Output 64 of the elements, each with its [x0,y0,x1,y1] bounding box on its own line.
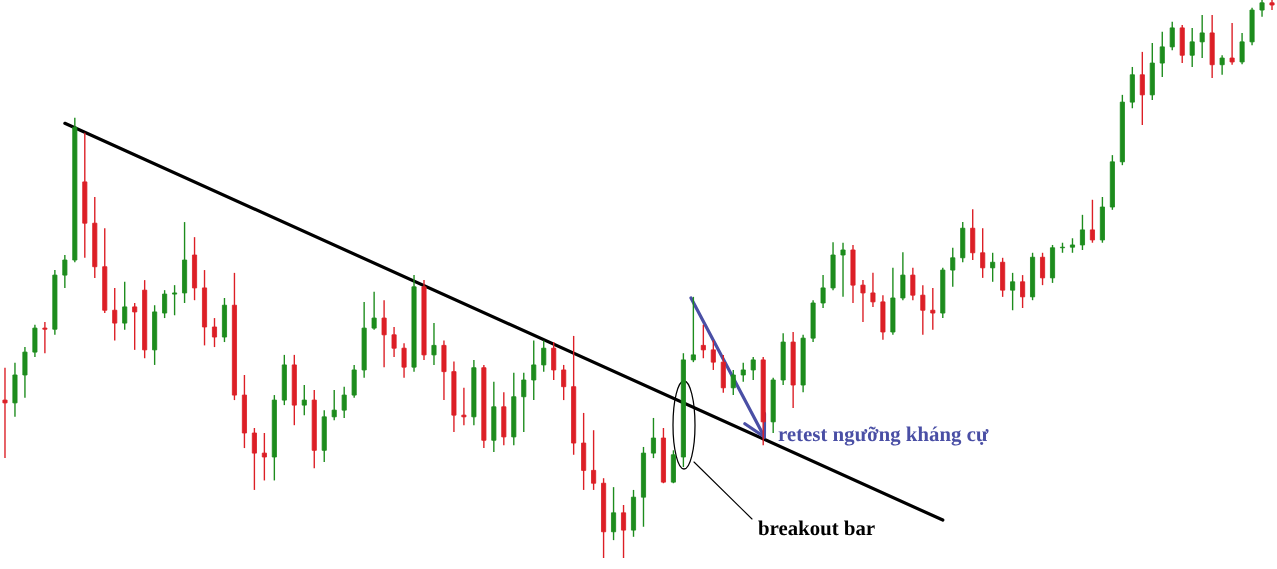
candlestick [870,272,876,308]
candlestick [371,291,377,331]
candlestick [551,341,557,381]
candlestick [820,274,826,309]
candlestick [531,339,537,401]
candlestick [122,281,128,331]
candlestick [381,299,387,368]
candlestick [1159,31,1165,78]
candlestick [1229,22,1235,66]
candlestick [401,342,407,379]
candlestick [1040,252,1046,286]
candlestick [1199,14,1205,59]
candlestick [1189,27,1195,68]
candlestick [1139,51,1145,126]
candlestick [112,287,118,342]
candlestick [341,385,347,419]
annotation: retest ngưỡng kháng cự [778,426,989,446]
candlestick [840,242,846,298]
candlestick [211,317,218,348]
candlestick [1079,214,1085,251]
candlestick [461,387,467,426]
candlestick [980,227,986,279]
candlestick [900,251,906,301]
candlestick [1020,274,1026,309]
candlestick [1169,21,1175,51]
candlestick [920,284,926,336]
candlestick [561,364,567,401]
candlestick [1089,199,1095,244]
candlestick [301,384,307,416]
candlestick [391,326,397,358]
candlestick [650,417,656,459]
candlestick [331,389,337,421]
candlestick [162,289,168,319]
candlestick [2,367,8,459]
candlestick [22,346,28,399]
candlestick [1219,54,1225,76]
candlestick [990,252,996,283]
candlestick [132,302,138,351]
candlestick [690,296,696,363]
candlestick [930,287,936,331]
candlestick [42,321,48,354]
candlestick [541,339,547,373]
candlestick [431,322,437,366]
candlestick [910,267,916,301]
candlestick [32,324,38,358]
annotation: breakout bar [758,520,875,536]
candlestick [750,356,756,381]
candlestick [730,369,736,396]
candlestick [700,324,706,359]
candlestick [172,284,178,316]
candlestick [261,432,267,482]
candlestick [521,372,527,433]
candlestick [621,504,627,558]
candlestick [251,427,257,491]
candlestick [591,429,597,491]
candlestick [950,247,956,288]
candlestick [710,339,716,371]
candlestick [62,254,68,289]
candlestick [1269,0,1275,11]
candlestick [860,279,866,323]
candlestick [1239,32,1245,65]
candlestick [1010,272,1016,311]
candlestick [740,362,746,383]
candlestick [611,486,617,541]
